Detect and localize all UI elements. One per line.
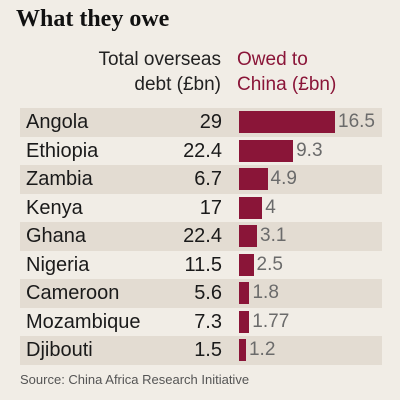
country-label: Angola [26,111,89,133]
total-debt-value: 29 [199,111,222,133]
china-debt-bar [239,168,268,190]
china-debt-bar [239,339,246,361]
table-row: Cameroon 5.6 1.8 [20,279,382,308]
total-debt-value: 7.3 [194,310,222,333]
china-debt-bar [239,225,258,247]
table-row: Nigeria 11.5 2.5 [20,251,382,280]
country-label: Ethiopia [26,139,99,162]
country-label: Ghana [26,225,87,247]
country-label: Kenya [26,196,83,219]
table-row: Zambia 6.7 4.9 [20,165,382,194]
table-row: Ghana 22.4 3.1 [20,222,382,251]
owed-to-china-value: 1.8 [252,282,279,303]
owed-to-china-value: 1.2 [248,339,276,360]
total-debt-value: 17 [199,196,222,219]
owed-to-china-value: 16.5 [338,111,375,132]
china-debt-bar [239,139,294,162]
source-note: Source: China Africa Research Initiative [20,372,250,387]
owed-to-china-value: 4 [265,196,276,218]
china-debt-bar [239,253,254,276]
header-total-line-2: debt (£bn) [134,74,221,95]
china-debt-bar [239,282,250,304]
header-total-debt: Total overseas debt (£bn) [98,47,221,97]
country-label: Nigeria [26,253,90,276]
country-label: Mozambique [26,310,141,333]
total-debt-value: 11.5 [184,253,222,276]
owed-to-china-value: 3.1 [260,225,287,246]
table-row: Ethiopia 22.4 9.3 [20,137,382,166]
total-debt-value: 1.5 [194,339,222,361]
china-debt-bar [239,310,250,333]
header-china-line-2: China (£bn) [237,74,337,95]
header-owed-to-china: Owed to China (£bn) [237,47,336,97]
owed-to-china-value: 2.5 [256,253,283,275]
table-row: Djibouti 1.5 1.2 [20,336,382,365]
total-debt-value: 22.4 [183,225,222,247]
table-row: Angola 29 16.5 [20,108,382,137]
country-label: Cameroon [26,282,120,304]
header-china-line-1: Owed to [237,49,308,70]
table-body: Angola 29 16.5 Ethiopia 22.4 9.3 Zambia 6.7 4.9 K… [20,108,382,365]
china-debt-bar [239,111,335,133]
table-row: Kenya 17 4 [20,194,382,223]
owed-to-china-value: 1.77 [252,310,290,332]
table-row: Mozambique 7.3 1.77 [20,308,382,337]
total-debt-value: 22.4 [183,139,222,162]
header-total-line-1: Total overseas [98,49,221,70]
owed-to-china-value: 9.3 [296,139,323,161]
china-debt-bar [239,196,263,219]
total-debt-value: 5.6 [194,282,222,304]
country-label: Zambia [26,168,93,190]
country-label: Djibouti [26,339,93,361]
total-debt-value: 6.7 [194,168,222,190]
owed-to-china-value: 4.9 [270,168,297,189]
chart-title: What they owe [16,6,170,32]
